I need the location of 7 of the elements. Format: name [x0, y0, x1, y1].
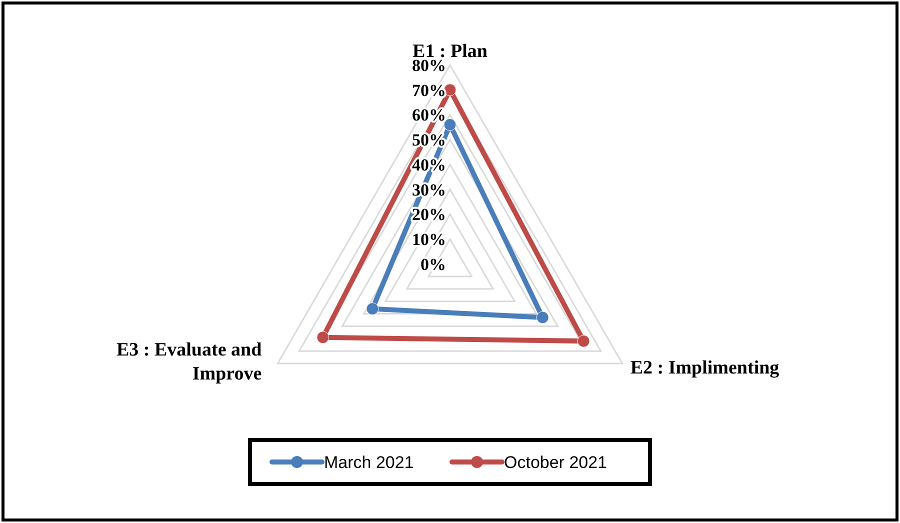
y-tick-label: 10%	[412, 230, 446, 250]
legend-label: October 2021	[504, 452, 608, 472]
y-tick-label: 0%	[420, 254, 446, 274]
spoke-label: E2 : Implimenting	[630, 358, 780, 378]
legend-label: March 2021	[324, 452, 414, 472]
y-tick-label: 70%	[412, 80, 446, 100]
spoke-label: E3 : Evaluate and Improve	[116, 340, 262, 384]
